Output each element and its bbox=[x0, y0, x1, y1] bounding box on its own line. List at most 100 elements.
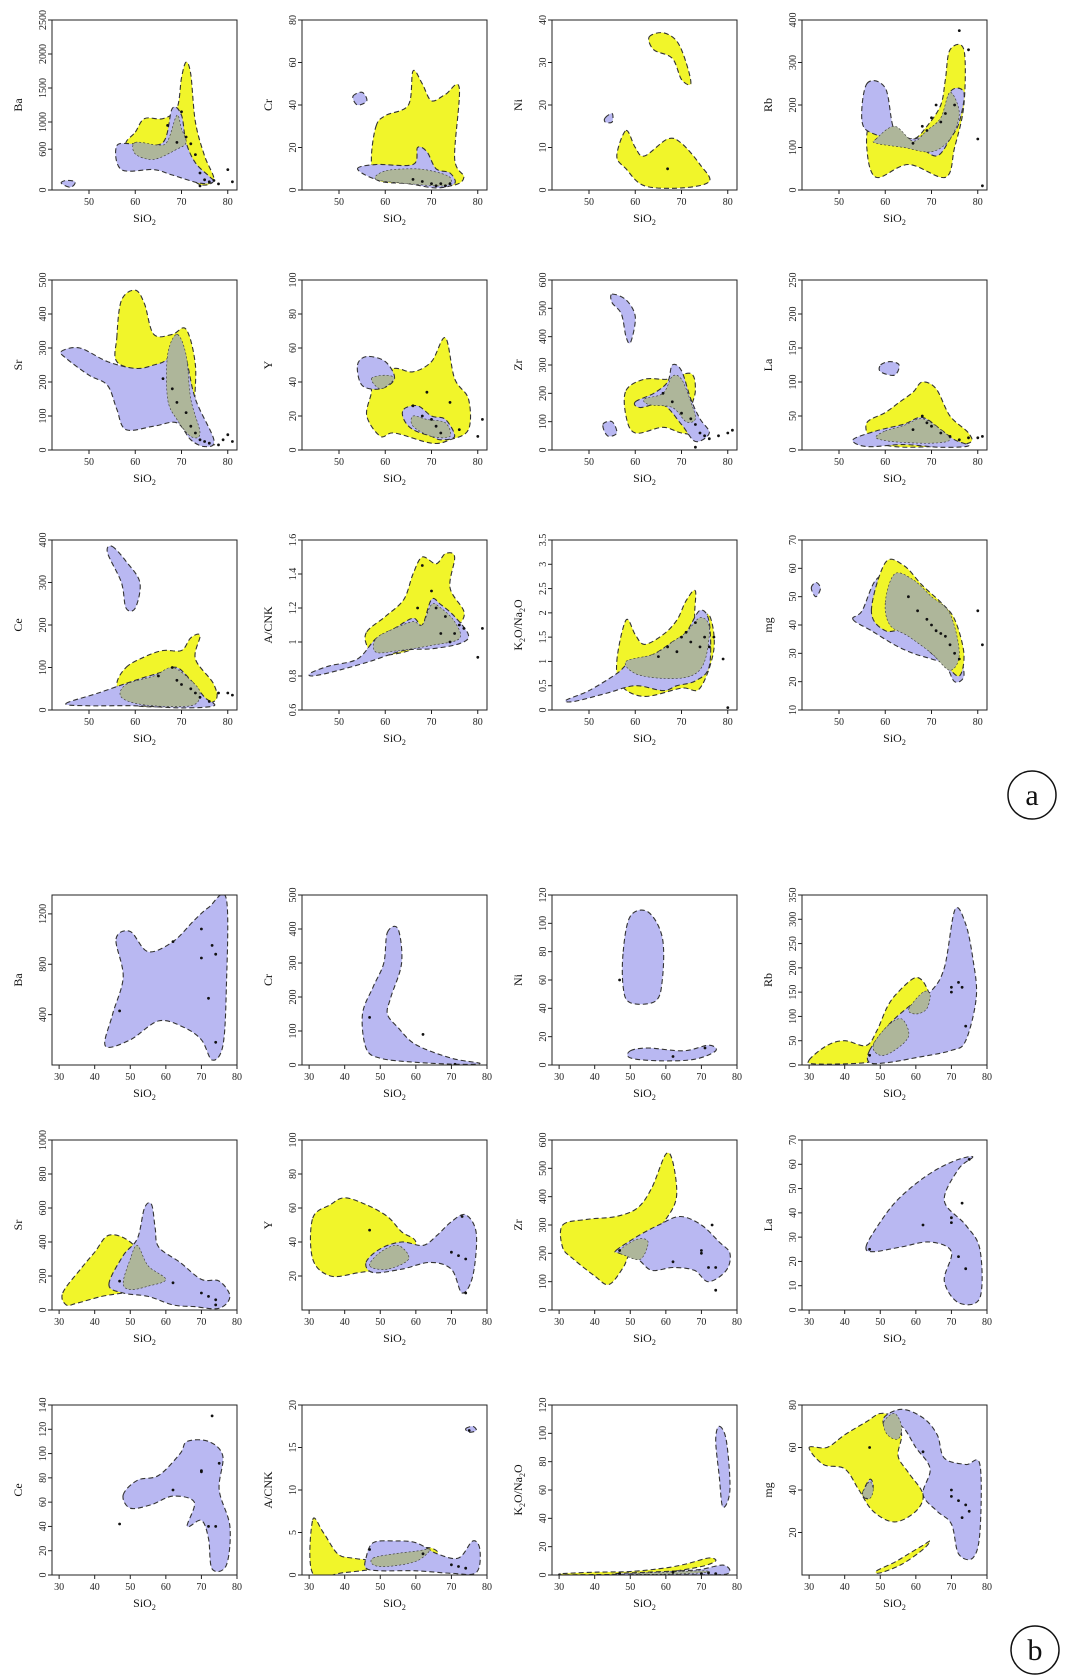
x-tick-label: 50 bbox=[834, 457, 844, 468]
y-tick-label: 250 bbox=[788, 936, 799, 951]
sample-points bbox=[657, 621, 730, 709]
x-tick-label: 70 bbox=[177, 457, 187, 468]
y-tick-label: 400 bbox=[38, 1235, 49, 1250]
x-tick-label: 60 bbox=[630, 717, 640, 728]
x-tick-label: 60 bbox=[130, 457, 140, 468]
data-point-13 bbox=[726, 706, 730, 709]
data-point-5 bbox=[214, 1298, 218, 1302]
data-point-3 bbox=[675, 650, 679, 654]
field-regions bbox=[621, 909, 717, 1062]
data-point-12 bbox=[694, 445, 697, 449]
region-blue-2 bbox=[878, 361, 900, 376]
field-regions bbox=[865, 1155, 983, 1306]
data-point-3 bbox=[200, 1291, 203, 1295]
data-point-6 bbox=[444, 184, 447, 188]
y-tick-label: 30 bbox=[788, 648, 799, 658]
x-tick-label: 80 bbox=[982, 1317, 992, 1328]
data-point-4 bbox=[460, 1215, 464, 1218]
y-tick-label: 0 bbox=[38, 1308, 49, 1313]
data-point-5 bbox=[189, 142, 193, 146]
y-tick-label: 300 bbox=[788, 912, 799, 927]
y-tick-label: 0 bbox=[538, 1308, 549, 1313]
field-regions bbox=[309, 1425, 481, 1575]
y-tick-label: 300 bbox=[288, 956, 299, 971]
y-axis-label: K2O/Na2O bbox=[511, 599, 527, 651]
data-point-2 bbox=[666, 645, 669, 649]
data-point-9 bbox=[457, 623, 461, 627]
x-tick-label: 50 bbox=[125, 1317, 135, 1328]
y-axis-label: Y bbox=[261, 1220, 275, 1229]
data-point-3 bbox=[950, 1216, 953, 1220]
x-tick-label: 80 bbox=[223, 457, 233, 468]
data-point-10 bbox=[726, 431, 730, 435]
data-point-6 bbox=[960, 1516, 964, 1519]
y-tick-label: 100 bbox=[38, 1446, 49, 1461]
data-point-4 bbox=[184, 135, 188, 139]
y-tick-label: 100 bbox=[38, 660, 49, 675]
y-axis-label: Ba bbox=[11, 98, 25, 112]
data-point-10 bbox=[217, 443, 220, 447]
region-yellow-1 bbox=[365, 337, 472, 445]
chart-b-1: 30 40 50 60 70 80 400 800 1200 SiO2 Ba bbox=[11, 894, 242, 1102]
data-point-1 bbox=[411, 404, 415, 408]
field-regions bbox=[810, 558, 965, 683]
y-tick-label: 60 bbox=[538, 1485, 549, 1495]
y-axis-label: Ba bbox=[11, 973, 25, 987]
data-point-6 bbox=[467, 1429, 471, 1432]
data-point-4 bbox=[930, 424, 933, 428]
y-tick-label: 600 bbox=[538, 273, 549, 288]
data-point-5 bbox=[189, 424, 193, 428]
data-point-1 bbox=[868, 1446, 871, 1449]
data-point-8 bbox=[457, 428, 461, 431]
x-tick-label: 80 bbox=[473, 717, 483, 728]
y-tick-label: 60 bbox=[288, 58, 299, 68]
x-tick-label: 40 bbox=[840, 1317, 850, 1328]
y-tick-label: 0 bbox=[38, 188, 49, 193]
region-blue-2 bbox=[60, 179, 76, 188]
data-point-3 bbox=[450, 1563, 453, 1567]
y-tick-label: 60 bbox=[538, 975, 549, 985]
y-axis-label: mg bbox=[761, 617, 775, 632]
region-blue-1 bbox=[465, 1425, 477, 1433]
x-tick-label: 50 bbox=[875, 1317, 885, 1328]
x-tick-label: 80 bbox=[482, 1317, 492, 1328]
y-tick-label: 300 bbox=[538, 1218, 549, 1233]
data-point-9 bbox=[217, 691, 220, 695]
data-point-4 bbox=[180, 683, 183, 686]
x-axis-label: SiO2 bbox=[133, 1086, 156, 1102]
y-tick-label: 100 bbox=[288, 273, 299, 288]
region-blue-2 bbox=[108, 1202, 231, 1310]
data-point-9 bbox=[476, 435, 480, 438]
y-tick-label: 100 bbox=[788, 140, 799, 155]
x-tick-label: 60 bbox=[161, 1072, 171, 1083]
y-axis-label: Cr bbox=[261, 974, 275, 986]
data-point-10 bbox=[981, 435, 984, 438]
data-point-2 bbox=[171, 940, 175, 943]
x-axis-label: SiO2 bbox=[383, 471, 406, 487]
data-point-12 bbox=[226, 433, 230, 437]
data-point-2 bbox=[170, 387, 174, 391]
y-tick-label: 100 bbox=[288, 1133, 299, 1148]
y-tick-label: 40 bbox=[538, 15, 549, 25]
x-axis-label: SiO2 bbox=[133, 1596, 156, 1612]
data-point-8 bbox=[967, 1158, 971, 1161]
x-tick-label: 40 bbox=[340, 1072, 350, 1083]
x-tick-label: 80 bbox=[982, 1072, 992, 1083]
data-point-1 bbox=[618, 1249, 621, 1252]
region-yellow-1 bbox=[559, 1152, 678, 1286]
x-tick-label: 80 bbox=[982, 1582, 992, 1593]
data-point-8 bbox=[714, 1266, 718, 1269]
y-tick-label: 80 bbox=[538, 1457, 549, 1467]
field-regions bbox=[61, 1202, 231, 1310]
data-point-2 bbox=[420, 564, 424, 567]
y-axis-label: A/CNK bbox=[261, 1471, 275, 1509]
region-overlap-3 bbox=[166, 334, 201, 439]
data-point-6 bbox=[214, 1303, 218, 1307]
data-point-6 bbox=[194, 691, 197, 695]
x-tick-label: 40 bbox=[90, 1072, 100, 1083]
y-axis-label: Cr bbox=[261, 99, 275, 111]
y-axis-label: Rb bbox=[761, 98, 775, 112]
data-point-3 bbox=[950, 985, 953, 989]
chart-a-4: 50 60 70 80 0 100 200 300 400 SiO2 Rb bbox=[761, 13, 988, 227]
